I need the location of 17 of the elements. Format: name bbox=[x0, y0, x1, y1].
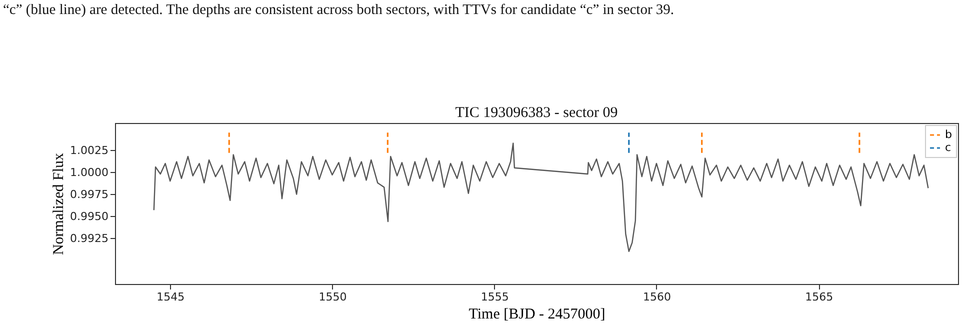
text: “c” (blue line) are detected. The depths are consistent across both sectors, with TTVs for candidate “c” in sector 39. bbox=[3, 2, 674, 18]
chart-title: TIC 193096383 - sector 09 bbox=[455, 105, 618, 121]
y-axis-title: Normalized Flux bbox=[51, 152, 68, 256]
y-tick-label: 0.9925 bbox=[70, 232, 108, 245]
x-tick-label: 1565 bbox=[805, 290, 834, 304]
x-tick-label: 1550 bbox=[318, 290, 347, 304]
x-tick-label: 1555 bbox=[480, 290, 509, 304]
y-tick-label: 1.0000 bbox=[70, 166, 108, 179]
x-tick-label: 1545 bbox=[156, 290, 185, 304]
y-tick-label: 1.0025 bbox=[70, 144, 108, 157]
y-tick-label: 0.9975 bbox=[70, 188, 108, 201]
y-tick-label: 0.9950 bbox=[70, 210, 108, 223]
legend-label: b bbox=[945, 128, 952, 141]
line-series bbox=[153, 142, 929, 252]
x-axis-title: Time [BJD - 2457000] bbox=[468, 306, 606, 322]
legend-label: c bbox=[945, 141, 952, 154]
x-tick-label: 1560 bbox=[642, 290, 671, 304]
